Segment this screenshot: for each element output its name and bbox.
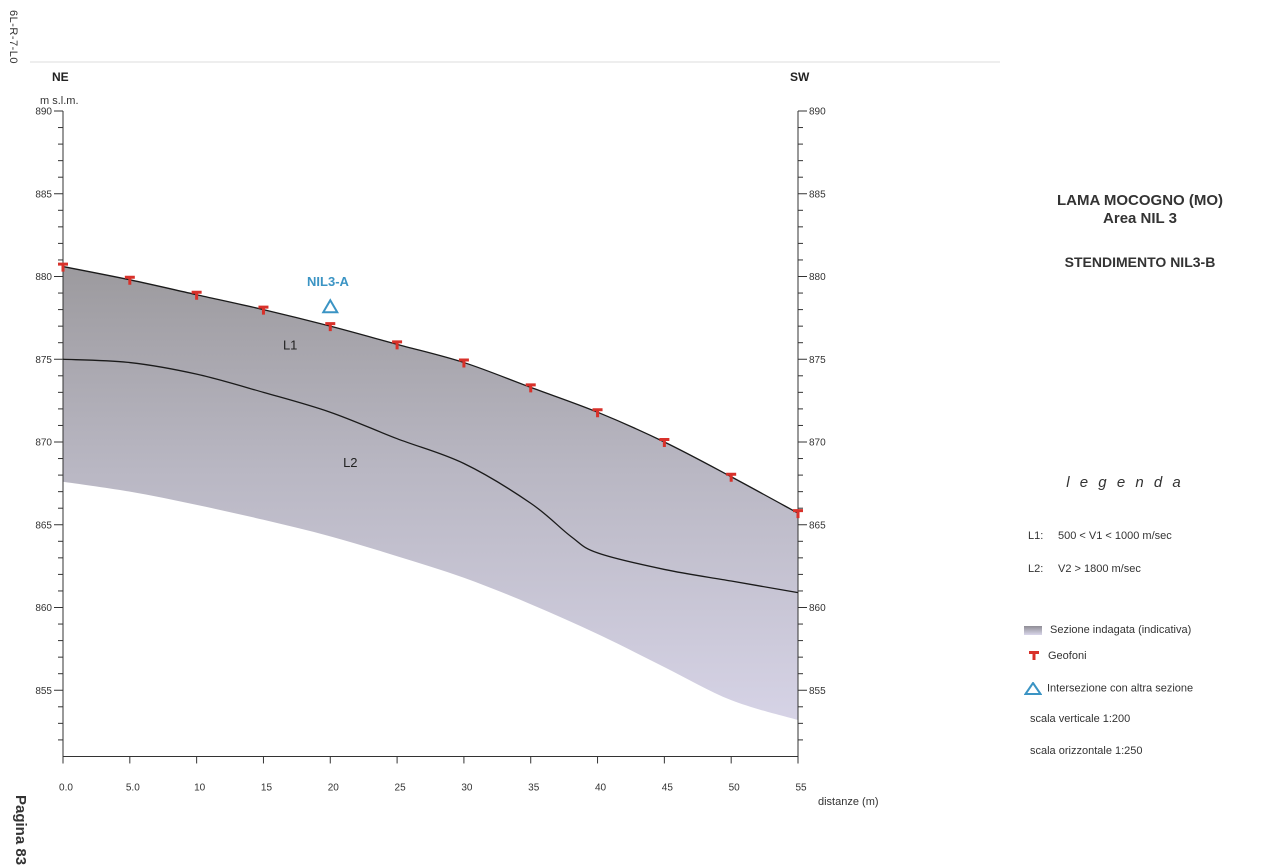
right-y-tick-label: 855 — [809, 686, 826, 697]
x-tick-label: 0.0 — [59, 782, 73, 793]
l1-l2-interface-line — [62, 358, 799, 594]
legend-l1-key: L1: — [1028, 530, 1044, 542]
geophone-icon — [1029, 651, 1039, 661]
left-y-tick-label: 865 — [35, 520, 52, 531]
legend-l2-text: V2 > 1800 m/sec — [1058, 563, 1141, 575]
geophone-marker — [58, 262, 68, 272]
legend-title: l e g e n d a — [1066, 474, 1184, 491]
geophone-marker — [124, 275, 135, 285]
scale-horizontal: scala orizzontale 1:250 — [1030, 745, 1143, 757]
x-tick-label: 5.0 — [126, 782, 140, 793]
x-tick-label: 55 — [795, 782, 807, 793]
legend-geophones-row: Geofoni — [1028, 650, 1087, 662]
right-y-tick-label: 860 — [809, 603, 826, 614]
right-y-tick-label: 875 — [809, 355, 826, 366]
topography-line — [62, 265, 799, 514]
right-y-tick-label: 880 — [809, 272, 826, 283]
area-title: Area NIL 3 — [1103, 210, 1177, 227]
left-y-tick-label: 855 — [35, 686, 52, 697]
geophone-marker — [392, 340, 403, 350]
investigated-section-fill — [63, 266, 798, 721]
page-number: Pagina 83 — [12, 795, 29, 866]
location-title: LAMA MOCOGNO (MO) — [1056, 192, 1224, 209]
geophone-marker — [793, 509, 803, 519]
legend-l1-text: 500 < V1 < 1000 m/sec — [1058, 530, 1172, 542]
legend-intersection-text: Intersezione con altra sezione — [1047, 682, 1194, 695]
geophone-marker — [458, 358, 469, 368]
geophone-marker — [325, 322, 336, 332]
left-y-tick-label: 885 — [35, 189, 52, 200]
layer-label-l1: L1 — [283, 337, 297, 352]
geophone-marker — [525, 383, 536, 393]
legend-intersection-row: Intersezione con altra sezione — [1023, 681, 1194, 695]
sw-direction-label: SW — [790, 70, 810, 84]
geophone-marker — [592, 408, 603, 418]
intersection-triangle-icon — [1023, 681, 1043, 695]
left-y-tick-label: 880 — [35, 272, 52, 283]
title-block: LAMA MOCOGNO (MO) Area NIL 3 — [1010, 192, 1265, 228]
left-y-tick-label: 875 — [35, 355, 52, 366]
section-swatch-icon — [1024, 625, 1042, 635]
elevation-unit-label: m s.l.m. — [40, 95, 79, 107]
survey-line-title: STENDIMENTO NIL3-B — [1064, 254, 1216, 270]
geophone-marker — [258, 305, 269, 315]
legend-l2-key: L2: — [1028, 563, 1044, 575]
x-tick-label: 30 — [461, 782, 473, 793]
x-tick-label: 10 — [194, 782, 206, 793]
x-tick-label: 45 — [662, 782, 674, 793]
legend-geophones-text: Geofoni — [1048, 650, 1087, 662]
x-axis-label: distanze (m) — [818, 796, 879, 808]
geophone-marker — [726, 472, 737, 482]
ne-direction-label: NE — [52, 70, 69, 84]
x-tick-label: 25 — [395, 782, 407, 793]
left-y-tick-label: 870 — [35, 438, 52, 449]
x-tick-label: 15 — [261, 782, 273, 793]
geophone-marker — [659, 438, 670, 447]
legend-l2-row: L2: V2 > 1800 m/sec — [1028, 563, 1141, 575]
document-code: 6L-R-7-L0 — [7, 10, 19, 65]
legend-l1-row: L1: 500 < V1 < 1000 m/sec — [1028, 530, 1172, 542]
left-y-tick-label: 890 — [35, 107, 52, 118]
right-y-tick-label: 885 — [809, 189, 826, 200]
left-y-tick-label: 860 — [35, 603, 52, 614]
intersection-triangle-marker — [321, 298, 340, 314]
x-tick-label: 50 — [729, 782, 741, 793]
scale-vertical: scala verticale 1:200 — [1030, 713, 1131, 725]
geophone-marker — [191, 290, 202, 300]
survey-line-title-block: STENDIMENTO NIL3-B — [1010, 254, 1265, 270]
layer-label-l2: L2 — [343, 455, 357, 470]
right-y-tick-label: 865 — [809, 520, 826, 531]
x-tick-label: 35 — [528, 782, 540, 793]
legend-section-text: Sezione indagata (indicativa) — [1050, 624, 1192, 636]
right-y-tick-label: 870 — [809, 438, 826, 449]
x-tick-label: 20 — [328, 782, 340, 793]
intersection-label: NIL3-A — [307, 274, 350, 289]
right-y-tick-label: 890 — [809, 107, 826, 118]
x-tick-label: 40 — [595, 782, 607, 793]
legend-section-row: Sezione indagata (indicativa) — [1024, 624, 1191, 636]
